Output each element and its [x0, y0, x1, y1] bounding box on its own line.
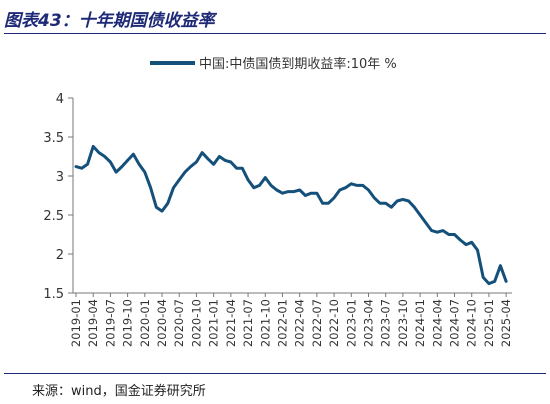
x-tick-label: 2023-04	[361, 299, 375, 347]
x-tick-label: 2025-01	[482, 299, 496, 347]
x-tick-label: 2021-10	[258, 299, 272, 347]
x-tick-label: 2022-07	[310, 299, 324, 347]
x-tick-label: 2020-04	[155, 299, 169, 347]
legend-label: 中国:中债国债到期收益率:10年 %	[199, 56, 397, 72]
x-tick-label: 2025-04	[499, 299, 513, 347]
x-tick-label: 2023-01	[344, 299, 358, 347]
y-tick-label: 4	[56, 92, 64, 107]
bottom-rule	[4, 373, 546, 374]
x-tick-label: 2023-07	[379, 299, 393, 347]
x-tick-label: 2022-01	[275, 299, 289, 347]
x-tick-label: 2021-07	[241, 299, 255, 347]
x-tick-label: 2022-04	[293, 299, 307, 347]
source-note: 来源：wind，国金证券研究所	[32, 384, 206, 399]
x-tick-label: 2024-04	[430, 299, 444, 347]
x-tick-label: 2019-10	[121, 299, 135, 347]
line-chart: 中国:中债国债到期收益率:10年 % 1.522.533.54 2019-01 2…	[43, 56, 513, 347]
x-tick-label: 2021-01	[207, 299, 221, 347]
x-tick-label: 2020-10	[189, 299, 203, 347]
x-tick-label: 2022-10	[327, 299, 341, 347]
y-tick-label: 3	[56, 170, 64, 185]
title-rule	[4, 33, 546, 34]
y-tick-label: 2	[56, 248, 64, 263]
y-tick-label: 2.5	[43, 209, 64, 224]
x-tick-label: 2019-04	[86, 299, 100, 347]
chart-legend: 中国:中债国债到期收益率:10年 %	[150, 56, 397, 72]
x-tick-label: 2019-07	[103, 299, 117, 347]
x-tick-label: 2023-10	[396, 299, 410, 347]
x-tick-label: 2020-07	[172, 299, 186, 347]
x-tick-label: 2024-01	[413, 299, 427, 347]
x-tick-label: 2020-01	[138, 299, 152, 347]
series-line-cn-10y	[74, 144, 508, 286]
y-tick-label: 3.5	[43, 131, 64, 146]
figure-title: 图表43：十年期国债收益率	[4, 11, 215, 31]
y-tick-label: 1.5	[43, 287, 64, 302]
x-tick-label: 2019-01	[69, 299, 83, 347]
x-tick-label: 2024-07	[448, 299, 462, 347]
x-tick-label: 2024-10	[465, 299, 479, 347]
x-tick-label: 2021-04	[224, 299, 238, 347]
